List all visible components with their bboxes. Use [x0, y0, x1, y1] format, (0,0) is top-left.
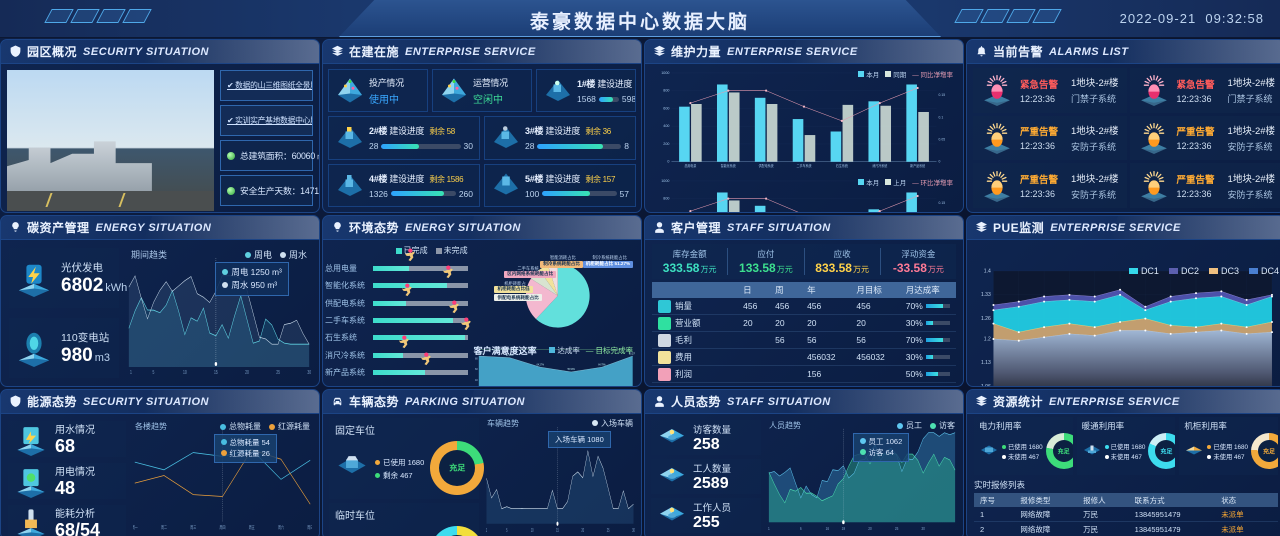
svg-text:消尺冷系统: 消尺冷系统	[872, 163, 887, 168]
svg-text:15: 15	[556, 527, 559, 533]
svg-text:64.79%: 64.79%	[598, 364, 605, 366]
svg-text:1.13: 1.13	[981, 360, 991, 366]
svg-text:200: 200	[663, 142, 669, 146]
svg-text:80: 80	[475, 356, 478, 360]
svg-text:25: 25	[895, 525, 899, 531]
svg-text:周三: 周三	[190, 523, 196, 530]
svg-text:10: 10	[183, 369, 187, 375]
svg-text:600: 600	[663, 106, 669, 110]
svg-text:周一: 周一	[133, 523, 138, 530]
svg-text:1: 1	[486, 527, 488, 533]
svg-text:60: 60	[475, 367, 478, 371]
svg-text:周五: 周五	[249, 523, 255, 530]
svg-text:0.15: 0.15	[939, 201, 946, 205]
svg-text:19: 19	[842, 525, 846, 531]
svg-text:55.53%: 55.53%	[567, 369, 574, 371]
svg-text:16: 16	[826, 525, 830, 531]
svg-text:20: 20	[245, 369, 249, 375]
svg-text:5: 5	[506, 527, 508, 533]
svg-text:30: 30	[632, 527, 635, 533]
svg-text:25: 25	[276, 369, 280, 375]
svg-text:400: 400	[663, 124, 669, 128]
svg-text:总用电量: 总用电量	[684, 163, 696, 168]
svg-text:800: 800	[663, 196, 669, 200]
svg-text:20: 20	[581, 527, 584, 533]
svg-text:二手车系统: 二手车系统	[796, 163, 811, 168]
svg-text:1000: 1000	[661, 71, 669, 75]
svg-text:0: 0	[939, 160, 941, 164]
svg-text:0.1: 0.1	[939, 115, 944, 119]
svg-text:25: 25	[607, 527, 610, 533]
svg-text:周六: 周六	[278, 523, 284, 530]
svg-text:1.2: 1.2	[984, 336, 991, 342]
svg-text:10: 10	[531, 527, 534, 533]
svg-text:1: 1	[130, 369, 132, 375]
svg-text:1000: 1000	[661, 179, 669, 183]
svg-text:0.15: 0.15	[939, 93, 946, 97]
svg-text:0.05: 0.05	[939, 137, 946, 141]
svg-text:1.33: 1.33	[981, 292, 991, 298]
svg-text:5: 5	[152, 369, 154, 375]
svg-text:30: 30	[921, 525, 925, 531]
svg-text:周二: 周二	[161, 523, 167, 530]
svg-text:周四: 周四	[220, 523, 226, 530]
svg-text:0: 0	[667, 160, 669, 164]
svg-text:1.4: 1.4	[984, 268, 991, 274]
svg-text:智能化系统: 智能化系统	[721, 163, 736, 168]
svg-text:40: 40	[475, 378, 478, 382]
svg-text:30: 30	[307, 369, 311, 375]
svg-text:供配电系统: 供配电系统	[759, 163, 774, 168]
svg-text:新产品系统: 新产品系统	[910, 163, 925, 168]
svg-text:1: 1	[768, 525, 770, 531]
svg-text:800: 800	[663, 89, 669, 93]
svg-text:64.27%: 64.27%	[536, 364, 543, 366]
svg-text:1.06: 1.06	[981, 384, 991, 387]
svg-text:20: 20	[868, 525, 872, 531]
svg-text:石生系统: 石生系统	[836, 163, 848, 168]
svg-text:1.26: 1.26	[981, 316, 991, 322]
svg-text:6: 6	[800, 525, 802, 531]
svg-text:15: 15	[214, 369, 218, 375]
svg-text:周日: 周日	[307, 523, 312, 530]
